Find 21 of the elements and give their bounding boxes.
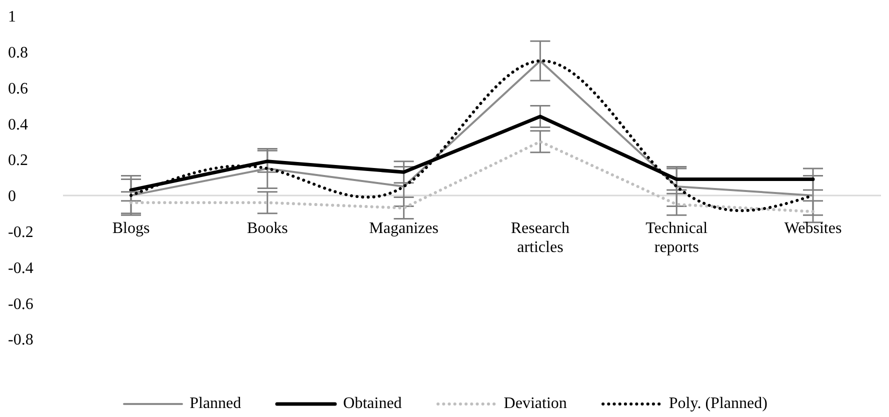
y-tick-label: -0.4 xyxy=(8,260,34,277)
y-tick-label: -0.8 xyxy=(8,332,34,349)
x-tick-label: Books xyxy=(246,220,288,237)
y-tick-label: 0.6 xyxy=(8,80,28,98)
y-tick-label: 0.8 xyxy=(8,44,28,62)
y-tick-label: 0 xyxy=(8,188,16,206)
y-tick-label: 0.4 xyxy=(8,116,28,134)
y-tick-label: -0.6 xyxy=(8,296,34,313)
legend-label: Planned xyxy=(190,395,242,413)
x-tick-label: Research articles xyxy=(510,220,570,256)
legend-label: Obtained xyxy=(343,395,402,413)
x-tick-label: Maganizes xyxy=(369,220,438,237)
legend-label: Deviation xyxy=(504,395,567,413)
y-tick-label: 0.2 xyxy=(8,152,28,170)
x-tick-label: Technical reports xyxy=(646,220,708,256)
legend-label: Poly. (Planned) xyxy=(668,395,768,413)
x-tick-label: Websites xyxy=(784,220,842,237)
y-tick-label: -0.2 xyxy=(8,224,34,242)
line-series xyxy=(130,140,814,214)
x-tick-label: Blogs xyxy=(112,220,150,237)
y-tick-label: 1 xyxy=(8,8,16,26)
